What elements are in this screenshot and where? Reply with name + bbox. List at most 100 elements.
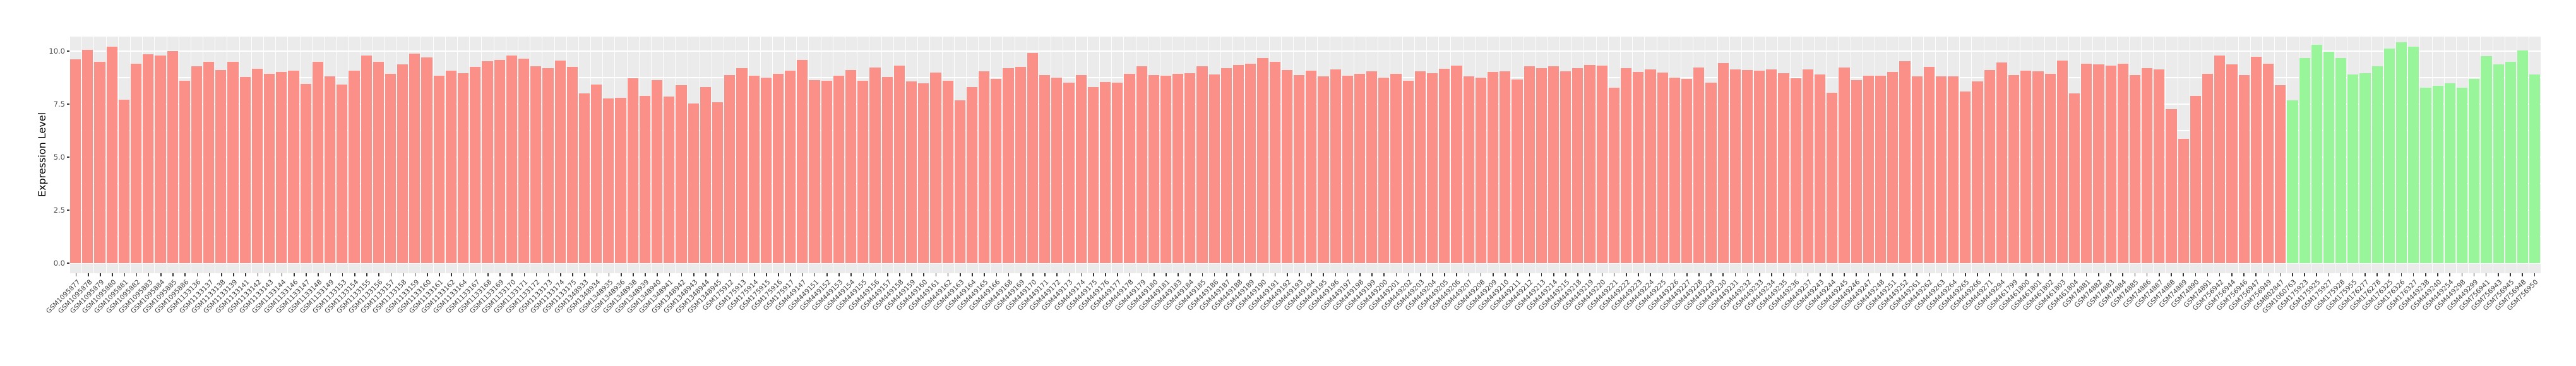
- bar-cell: [1147, 37, 1160, 273]
- bar: [1208, 74, 1220, 263]
- bar: [2226, 64, 2238, 263]
- bar: [542, 68, 554, 263]
- bar: [979, 71, 990, 263]
- bar: [1693, 67, 1705, 263]
- x-tick-mark: [657, 273, 659, 276]
- x-tick-mark: [1468, 273, 1470, 276]
- bar: [227, 61, 239, 263]
- bar-cell: [384, 37, 397, 273]
- bar: [264, 74, 275, 263]
- x-tick-mark: [1323, 273, 1325, 276]
- bar: [2190, 95, 2201, 263]
- bar: [2202, 73, 2214, 263]
- y-tick-label: 10.0: [49, 46, 65, 56]
- bar-cell: [724, 37, 736, 273]
- bar-cell: [1014, 37, 1027, 273]
- bar: [215, 70, 227, 263]
- bar: [2044, 74, 2056, 263]
- bar-cell: [1244, 37, 1256, 273]
- x-tick-mark: [1153, 273, 1155, 276]
- bar-cell: [1317, 37, 1329, 273]
- x-tick-mark: [294, 273, 295, 276]
- bar: [1560, 71, 1571, 263]
- bar-cell: [1511, 37, 1523, 273]
- bar-cell: [638, 37, 651, 273]
- bar: [966, 87, 978, 263]
- bar-cell: [1741, 37, 1753, 273]
- x-tick-mark: [1698, 273, 1700, 276]
- bar: [1051, 78, 1063, 263]
- bar: [2311, 44, 2322, 263]
- bar-cell: [142, 37, 154, 273]
- bar: [2166, 109, 2177, 263]
- bar: [445, 70, 456, 263]
- bar: [530, 66, 542, 263]
- x-tick-mark: [947, 273, 949, 276]
- bar-cell: [2128, 37, 2141, 273]
- bar: [1184, 73, 1196, 263]
- bar: [2178, 139, 2189, 263]
- bar: [893, 66, 905, 263]
- bar: [1705, 82, 1717, 263]
- bar: [1754, 70, 1765, 263]
- x-tick-mark: [620, 273, 622, 276]
- bar: [724, 75, 736, 263]
- bar-cell: [1923, 37, 1935, 273]
- x-tick-mark: [475, 273, 477, 276]
- bar-cell: [190, 37, 203, 273]
- x-tick-mark: [124, 273, 126, 276]
- bar: [566, 67, 578, 263]
- x-tick-mark: [2364, 273, 2366, 276]
- bar-cell: [432, 37, 445, 273]
- bar: [1741, 70, 1753, 263]
- bar-cell: [614, 37, 626, 273]
- bar-cell: [93, 37, 105, 273]
- bar-cell: [2395, 37, 2407, 273]
- bar: [2068, 93, 2080, 263]
- x-tick-mark: [136, 273, 138, 276]
- bar-cell: [129, 37, 142, 273]
- bar-cell: [1656, 37, 1669, 273]
- x-tick-mark: [2013, 273, 2015, 276]
- bar: [1657, 72, 1668, 263]
- bar-cell: [978, 37, 990, 273]
- x-tick-mark: [1286, 273, 1288, 276]
- x-tick-mark: [1383, 273, 1385, 276]
- bar: [1766, 69, 1777, 263]
- bar-cell: [651, 37, 663, 273]
- bar-cell: [2529, 37, 2541, 273]
- bar-cell: [578, 37, 590, 273]
- x-tick-mark: [1080, 273, 1082, 276]
- bar-cell: [953, 37, 966, 273]
- bar-cell: [1063, 37, 1075, 273]
- bar-cell: [530, 37, 542, 273]
- bar: [1984, 70, 1995, 263]
- bar: [1584, 65, 1595, 263]
- bar-cell: [566, 37, 578, 273]
- x-tick-mark: [184, 273, 186, 276]
- bar-cell: [542, 37, 554, 273]
- bar-cell: [1947, 37, 1959, 273]
- x-tick-mark: [1311, 273, 1312, 276]
- x-tick-mark: [2437, 273, 2438, 276]
- bar-cell: [760, 37, 772, 273]
- x-tick-mark: [208, 273, 210, 276]
- bar: [833, 76, 844, 263]
- x-tick-mark: [1262, 273, 1264, 276]
- bar: [1996, 62, 2007, 263]
- bar-cell: [2286, 37, 2298, 273]
- bar-cell: [2068, 37, 2080, 273]
- bar-cell: [905, 37, 917, 273]
- x-tick-mark: [2291, 273, 2293, 276]
- bar: [433, 76, 444, 263]
- bar-cell: [239, 37, 251, 273]
- bar-cell: [845, 37, 857, 273]
- bar: [1306, 71, 1317, 263]
- bar: [688, 103, 699, 263]
- x-tick-mark: [1601, 273, 1603, 276]
- x-tick-mark: [1856, 273, 1857, 276]
- bar-cell: [105, 37, 118, 273]
- x-tick-mark: [1141, 273, 1143, 276]
- bar-cell: [1523, 37, 1535, 273]
